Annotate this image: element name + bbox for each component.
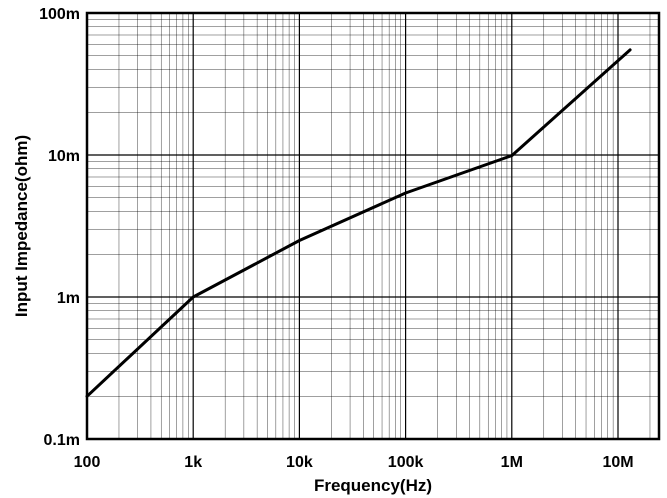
y-tick-label: 100m [39, 6, 80, 23]
series-line-0 [85, 48, 632, 398]
x-tick-label: 10M [602, 454, 633, 471]
major-grid [86, 13, 659, 440]
x-tick-label: 100k [388, 454, 424, 471]
y-axis-title: Input Impedance(ohm) [12, 135, 31, 317]
x-axis-title: Frequency(Hz) [314, 476, 432, 495]
x-tick-label: 100 [74, 454, 101, 471]
y-tick-labels: 0.1m 1m 10m 100m [39, 6, 80, 449]
y-tick-label: 0.1m [44, 432, 80, 449]
x-tick-label: 10k [286, 454, 313, 471]
x-tick-label: 1k [184, 454, 202, 471]
series-layer [85, 48, 632, 398]
y-tick-label: 1m [57, 290, 80, 307]
y-tick-label: 10m [48, 148, 80, 165]
minor-grid [87, 13, 659, 439]
x-tick-label: 1M [501, 454, 523, 471]
plot-frame [85, 11, 661, 441]
x-tick-labels: 100 1k 10k 100k 1M 10M [74, 454, 634, 471]
